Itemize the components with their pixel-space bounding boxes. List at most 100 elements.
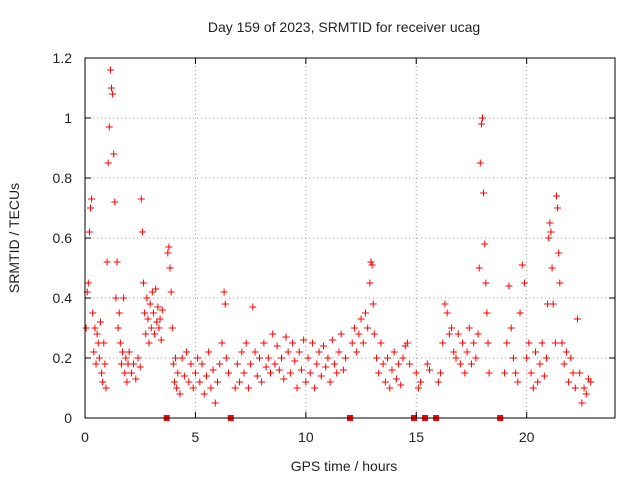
data-point xyxy=(503,339,511,347)
data-point xyxy=(470,339,478,347)
data-point xyxy=(567,354,575,362)
data-point xyxy=(173,384,181,392)
data-point xyxy=(216,360,224,368)
data-point xyxy=(300,336,308,344)
data-point xyxy=(102,384,110,392)
data-point xyxy=(448,324,456,332)
data-point xyxy=(339,366,347,374)
data-point xyxy=(485,369,493,377)
x-tick-label: 15 xyxy=(408,429,424,445)
data-point xyxy=(482,279,490,287)
data-point xyxy=(209,366,217,374)
data-point xyxy=(174,369,182,377)
data-point xyxy=(240,369,248,377)
data-point xyxy=(302,378,310,386)
data-point xyxy=(167,288,175,296)
data-point xyxy=(452,354,460,362)
data-point xyxy=(569,369,577,377)
data-point xyxy=(324,354,332,362)
data-point xyxy=(91,324,99,332)
data-point xyxy=(222,354,230,362)
data-point xyxy=(532,348,539,356)
data-point xyxy=(85,228,93,236)
data-point xyxy=(315,348,323,356)
data-point xyxy=(304,354,312,362)
data-point xyxy=(476,159,484,167)
data-point xyxy=(417,378,425,386)
data-point xyxy=(450,348,458,356)
data-point xyxy=(255,354,263,362)
data-point xyxy=(200,390,208,398)
data-point xyxy=(260,339,268,347)
data-point xyxy=(578,399,586,407)
data-point xyxy=(353,348,361,356)
data-point xyxy=(202,372,210,380)
data-point xyxy=(242,339,250,347)
data-point xyxy=(149,309,157,317)
data-point xyxy=(132,375,140,383)
data-point xyxy=(185,378,193,386)
data-point xyxy=(386,384,394,392)
data-point xyxy=(145,339,153,347)
data-point xyxy=(140,279,148,287)
data-point xyxy=(134,354,142,362)
data-point xyxy=(148,288,156,296)
data-point xyxy=(289,339,297,347)
data-point xyxy=(251,348,259,356)
data-point xyxy=(392,375,400,383)
data-point xyxy=(545,234,553,242)
data-point xyxy=(84,279,92,287)
data-point xyxy=(275,366,283,374)
data-point xyxy=(525,339,533,347)
data-point xyxy=(82,324,90,332)
x-tick-label: 10 xyxy=(298,429,314,445)
data-point xyxy=(434,378,442,386)
data-point xyxy=(540,372,548,380)
data-point xyxy=(538,339,546,347)
data-point xyxy=(414,384,422,392)
data-point xyxy=(108,84,115,92)
y-tick-label: 0.2 xyxy=(53,350,73,366)
x-axis-label: GPS time / hours xyxy=(291,458,398,474)
data-point xyxy=(92,360,100,368)
chart-title: Day 159 of 2023, SRMTID for receiver uca… xyxy=(208,19,480,35)
data-point xyxy=(317,372,325,380)
data-point xyxy=(342,354,350,362)
data-point xyxy=(357,315,365,323)
data-point xyxy=(205,348,213,356)
data-point xyxy=(475,264,483,272)
data-point xyxy=(93,330,101,338)
data-point xyxy=(580,384,588,392)
data-point xyxy=(480,189,488,197)
data-point xyxy=(125,348,133,356)
data-point xyxy=(454,330,462,338)
data-marks-layer xyxy=(82,66,595,407)
y-tick-label: 0 xyxy=(64,410,72,426)
data-point xyxy=(96,318,104,326)
data-point xyxy=(373,354,380,362)
data-point xyxy=(390,348,398,356)
data-point xyxy=(523,354,531,362)
data-point xyxy=(87,204,95,212)
y-tick-label: 0.4 xyxy=(53,290,73,306)
data-point xyxy=(551,339,559,347)
data-point xyxy=(157,336,165,344)
data-point xyxy=(211,399,219,407)
data-point xyxy=(472,354,480,362)
data-point xyxy=(463,348,471,356)
data-point xyxy=(280,375,288,383)
data-point xyxy=(370,330,378,338)
data-point xyxy=(189,384,197,392)
data-point xyxy=(100,339,108,347)
data-point xyxy=(293,384,301,392)
data-point xyxy=(437,369,445,377)
data-point xyxy=(253,372,261,380)
data-point xyxy=(306,369,314,377)
data-point xyxy=(110,150,118,158)
data-point xyxy=(369,300,377,308)
data-point xyxy=(576,369,584,377)
data-point xyxy=(552,192,560,200)
data-point xyxy=(207,384,215,392)
data-point xyxy=(180,372,188,380)
data-point xyxy=(273,342,281,350)
